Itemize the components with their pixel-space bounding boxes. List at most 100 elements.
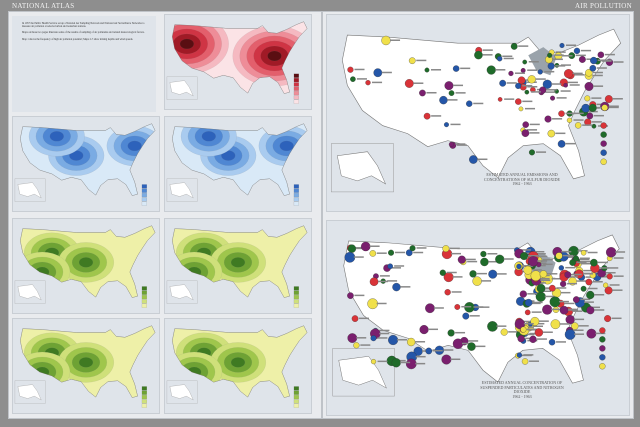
city-label [580,260,591,263]
city-label [564,302,575,305]
city-label [524,333,535,336]
contour-band [179,38,194,49]
city-label [536,262,547,264]
city-marker [528,256,539,267]
city-label [532,301,543,304]
city-marker [606,273,613,280]
legend-swatch [141,290,147,295]
city-marker [558,110,565,117]
city-label [477,158,488,161]
city-label [378,280,388,283]
city-label [481,280,492,282]
city-label [561,250,572,253]
city-marker [537,69,543,75]
city-marker [603,282,609,288]
city-marker [566,117,573,123]
city-label [533,325,544,328]
city-marker [467,342,476,351]
alaska-shape [169,80,194,97]
city-label [556,341,566,343]
city-marker [516,263,522,270]
legend-swatch [141,399,147,404]
intro-paragraph: In 1957 the Public Health Service set up… [22,22,145,29]
particulates-map: ESTIMATED ANNUAL CONCENTRATION OF SUSPEN… [326,220,630,416]
city-label [450,123,461,126]
legend-swatch [141,395,147,400]
city-marker [344,252,356,263]
city-marker [367,298,378,310]
contour-band [230,257,246,268]
city-label [394,265,405,267]
city-label [359,317,369,320]
city-label [530,91,541,93]
city-label [430,69,442,71]
city-label [542,263,553,266]
contour-band [201,131,216,142]
contour-band [78,357,94,368]
city-marker [452,65,460,72]
city-label [496,273,507,275]
city-label [538,320,549,322]
city-label [613,275,624,277]
city-label [426,91,437,94]
city-marker [517,76,526,85]
city-marker [547,62,555,70]
city-label [431,115,442,117]
city-label [537,260,548,262]
legend-swatch [293,184,299,189]
city-marker [520,326,527,333]
city-marker [585,278,593,286]
city-marker [448,141,454,147]
legend-swatch [293,395,299,400]
city-label [455,331,466,334]
city-label [460,67,471,70]
city-label [563,254,573,257]
contour-band [267,50,282,62]
city-label [379,275,390,277]
city-marker [347,333,358,343]
city-marker [528,149,535,156]
city-label [488,260,499,263]
city-label [503,57,514,60]
city-marker [480,250,487,258]
city-marker [423,112,431,120]
city-label [546,89,557,91]
city-label [379,329,390,332]
legend-swatch [141,299,147,304]
legend-swatch [293,290,299,295]
city-marker [488,269,498,279]
city-label [539,277,550,280]
city-label [592,71,603,74]
city-marker [550,95,556,101]
city-marker [559,42,565,48]
city-marker [408,57,416,65]
city-label [576,261,587,264]
city-label [595,332,606,335]
city-marker [405,249,413,257]
city-marker [565,315,575,325]
city-marker [353,342,360,349]
city-label [415,355,426,358]
city-marker [510,42,518,50]
city-label [587,251,598,254]
city-label [591,121,602,123]
legend-swatch [293,73,299,78]
city-label [504,98,515,100]
city-marker [452,338,464,349]
city-marker [524,309,531,316]
city-label [593,85,604,87]
city-label [611,317,622,320]
city-label [551,83,562,85]
city-label [597,59,608,62]
city-marker [563,82,568,88]
city-marker [392,282,401,292]
city-label [552,118,563,120]
city-label [575,54,586,57]
city-marker [550,319,561,330]
city-marker [448,90,455,96]
city-label [528,255,538,257]
alaska-inset [14,280,46,304]
city-label [376,252,387,254]
city-marker [559,280,567,288]
city-label [467,260,478,263]
